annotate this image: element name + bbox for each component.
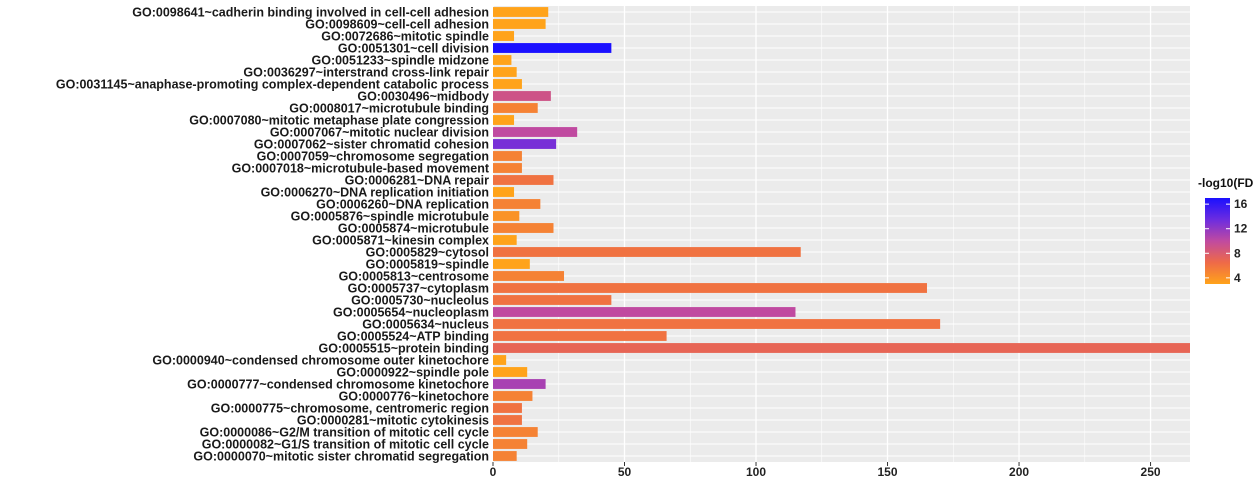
bar xyxy=(493,259,530,269)
bar xyxy=(493,343,1190,353)
bar xyxy=(493,271,564,281)
bar xyxy=(493,391,532,401)
bar xyxy=(493,175,553,185)
x-tick-label: 0 xyxy=(490,465,497,478)
x-axis-ticks: 0 50 100 150 200 250 xyxy=(490,462,1161,478)
bar xyxy=(493,319,940,329)
bar xyxy=(493,67,517,77)
bar xyxy=(493,31,514,41)
bar xyxy=(493,55,511,65)
bar xyxy=(493,379,546,389)
x-tick-label: 50 xyxy=(618,465,632,478)
bar xyxy=(493,403,522,413)
legend-colorbar xyxy=(1205,198,1230,284)
bar xyxy=(493,127,577,137)
legend-tick-label: 4 xyxy=(1234,271,1241,285)
x-tick-label: 250 xyxy=(1141,465,1161,478)
legend-tick-label: 12 xyxy=(1234,222,1248,236)
bar xyxy=(493,151,522,161)
bar xyxy=(493,439,527,449)
bar xyxy=(493,427,538,437)
bar xyxy=(493,223,553,233)
bar xyxy=(493,91,551,101)
legend-tick-label: 8 xyxy=(1234,246,1241,260)
bar xyxy=(493,283,927,293)
bar xyxy=(493,235,517,245)
bar xyxy=(493,331,667,341)
bar xyxy=(493,295,611,305)
bar xyxy=(493,199,540,209)
x-tick-label: 200 xyxy=(1009,465,1029,478)
category-labels: GO:0098641~cadherin binding involved in … xyxy=(56,5,490,463)
color-legend: -log10(FDR) 16 12 8 4 xyxy=(1198,176,1253,285)
bar xyxy=(493,139,556,149)
bar xyxy=(493,163,522,173)
bar xyxy=(493,211,519,221)
bar xyxy=(493,247,801,257)
bar xyxy=(493,415,522,425)
bar xyxy=(493,43,611,53)
x-tick-label: 100 xyxy=(746,465,766,478)
bar xyxy=(493,103,538,113)
bar xyxy=(493,115,514,125)
bar xyxy=(493,79,522,89)
bar xyxy=(493,355,506,365)
plot-panel xyxy=(493,6,1190,462)
bar xyxy=(493,307,795,317)
bar xyxy=(493,19,546,29)
bar xyxy=(493,451,517,461)
x-tick-label: 150 xyxy=(878,465,898,478)
legend-tick-label: 16 xyxy=(1234,197,1248,211)
bar xyxy=(493,367,527,377)
bar xyxy=(493,7,548,17)
bar xyxy=(493,187,514,197)
legend-title: -log10(FDR) xyxy=(1198,176,1253,190)
category-label: GO:0000070~mitotic sister chromatid segr… xyxy=(193,449,489,463)
